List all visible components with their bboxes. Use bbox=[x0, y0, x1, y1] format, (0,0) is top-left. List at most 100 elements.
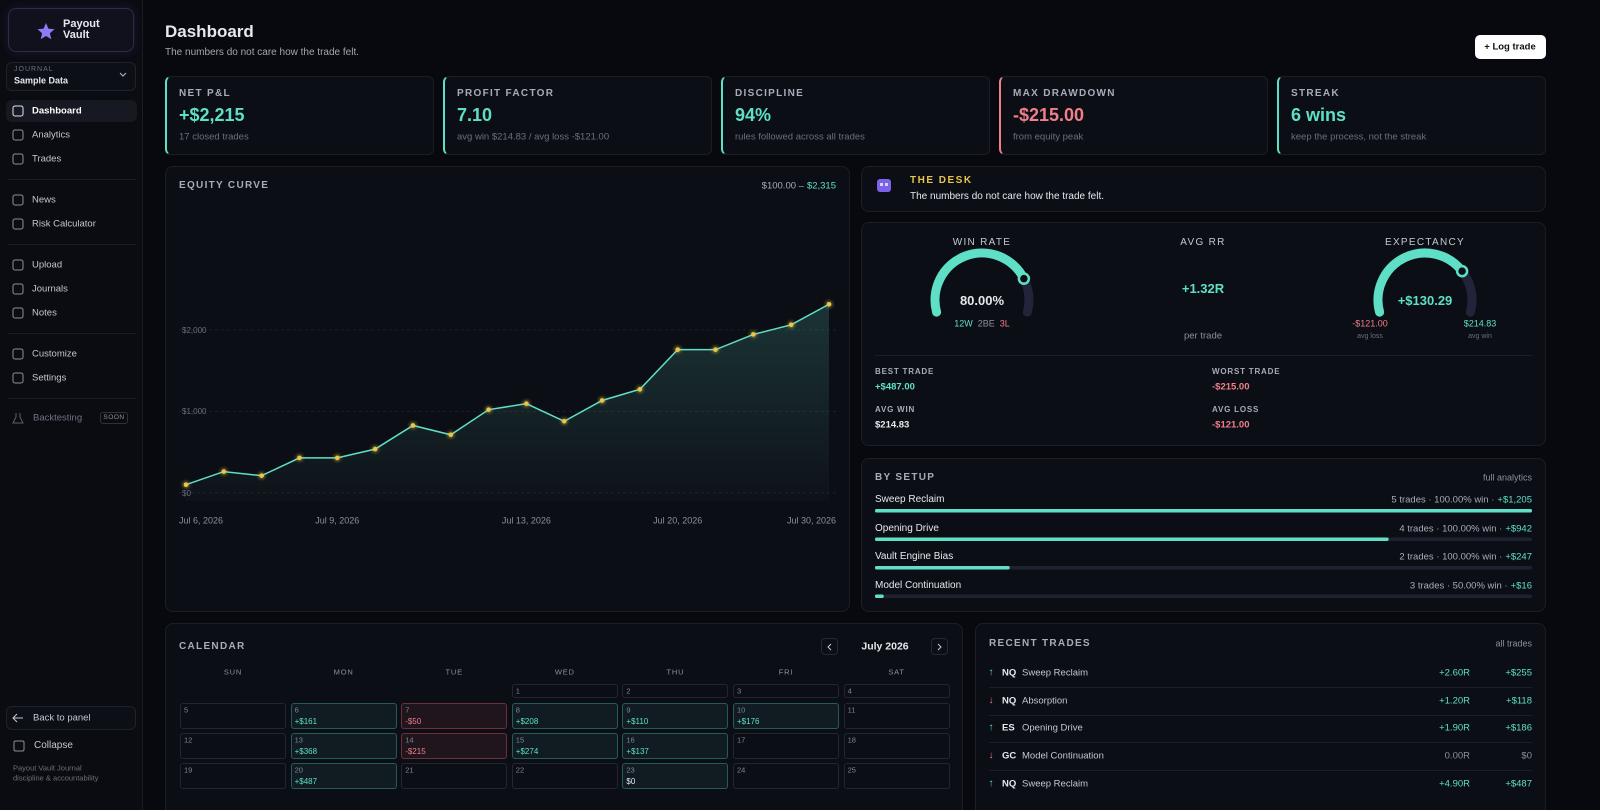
desk-panel bbox=[861, 166, 1546, 212]
recent-title: RECENT TRADES bbox=[989, 638, 1091, 649]
calendar-day[interactable] bbox=[290, 733, 397, 759]
journal-select[interactable] bbox=[6, 62, 136, 91]
trade-r: 0.00R bbox=[1444, 750, 1470, 762]
calendar-day[interactable] bbox=[733, 733, 839, 759]
calendar-day[interactable] bbox=[733, 703, 839, 729]
flask-icon bbox=[12, 413, 24, 424]
day-number: 21 bbox=[405, 765, 414, 775]
stat-value: -$215.00 bbox=[1013, 105, 1085, 126]
day-pnl: +$176 bbox=[737, 717, 760, 727]
back-button[interactable] bbox=[6, 706, 136, 730]
calendar-day[interactable] bbox=[843, 684, 950, 698]
next-chevron bbox=[937, 643, 942, 651]
calendar-day[interactable] bbox=[843, 733, 950, 759]
nav-icon bbox=[12, 129, 24, 141]
day-number: 7 bbox=[405, 705, 410, 715]
day-number: 25 bbox=[847, 765, 856, 775]
log-trade-button[interactable] bbox=[1475, 35, 1546, 59]
calendar-day[interactable] bbox=[511, 733, 618, 759]
calendar-day[interactable] bbox=[401, 763, 508, 789]
calendar-day[interactable] bbox=[511, 684, 618, 698]
trade-symbol: NQ bbox=[1002, 778, 1017, 790]
equity-dot bbox=[486, 407, 491, 412]
calendar-day[interactable] bbox=[290, 703, 397, 729]
day-pnl: $0 bbox=[626, 777, 636, 787]
calendar-day[interactable] bbox=[843, 763, 950, 789]
day-number: 15 bbox=[515, 735, 525, 745]
day-number: 16 bbox=[626, 735, 635, 745]
sidebar bbox=[0, 0, 143, 810]
calendar-day[interactable] bbox=[733, 763, 839, 789]
gauge-title: AVG RR bbox=[1180, 237, 1226, 248]
recent-link[interactable]: all trades bbox=[1495, 638, 1532, 649]
day-number: 12 bbox=[184, 735, 193, 745]
expectancy-low-note: avg loss bbox=[1357, 332, 1383, 340]
setup-track bbox=[875, 594, 1532, 598]
setup-bar bbox=[875, 594, 884, 598]
nav-item: Upload bbox=[32, 259, 63, 271]
calendar-day[interactable] bbox=[622, 703, 729, 729]
extreme-label: WORST TRADE bbox=[1212, 367, 1281, 377]
trade-pnl: +$255 bbox=[1505, 667, 1532, 679]
equity-dot bbox=[297, 455, 302, 461]
stat-value: 7.10 bbox=[457, 105, 493, 126]
calendar-day[interactable] bbox=[622, 763, 729, 789]
calendar-day[interactable] bbox=[401, 733, 508, 759]
brand-box bbox=[8, 8, 134, 52]
equity-area bbox=[186, 304, 829, 501]
calendar-day[interactable] bbox=[180, 703, 286, 729]
stat-note: keep the process, not the streak bbox=[1291, 131, 1427, 143]
weekday-label: TUE bbox=[445, 667, 463, 677]
setup-bar bbox=[875, 566, 1010, 570]
calendar-day[interactable] bbox=[843, 703, 950, 729]
win-rate-record: 12W 2BE 3L bbox=[954, 319, 1010, 330]
nav-icon bbox=[12, 218, 24, 230]
equity-dot bbox=[221, 469, 227, 474]
day-number: 1 bbox=[515, 686, 520, 696]
calendar-day[interactable] bbox=[180, 763, 286, 789]
calendar-day[interactable] bbox=[622, 733, 729, 759]
trade-symbol: NQ bbox=[1002, 694, 1017, 706]
day-pnl: +$161 bbox=[294, 717, 318, 727]
calendar-day[interactable] bbox=[511, 763, 618, 789]
weekday-label: SAT bbox=[888, 667, 905, 677]
trade-direction: ↓ bbox=[988, 694, 994, 706]
journal-label: JOURNAL bbox=[14, 65, 54, 73]
calendar-day[interactable] bbox=[511, 703, 618, 729]
day-number: 24 bbox=[737, 765, 746, 775]
prev-month[interactable] bbox=[821, 638, 838, 655]
trade-setup: Model Continuation bbox=[1022, 750, 1104, 762]
next-month[interactable] bbox=[931, 638, 948, 655]
back-icon bbox=[12, 713, 23, 723]
setup-pnl: +$942 bbox=[1505, 522, 1532, 534]
calendar-day[interactable] bbox=[401, 703, 508, 729]
x-tick-label: Jul 30, 2026 bbox=[786, 515, 836, 526]
calendar-day[interactable] bbox=[622, 684, 729, 698]
trade-symbol: ES bbox=[1002, 722, 1015, 734]
calendar-day[interactable] bbox=[180, 733, 286, 759]
day-pnl: +$487 bbox=[294, 777, 318, 787]
nav-icon bbox=[12, 259, 24, 271]
equity-dot bbox=[751, 332, 756, 337]
weekday-label: WED bbox=[554, 667, 575, 677]
row-separator bbox=[989, 742, 1532, 744]
nav-item: Trades bbox=[32, 153, 62, 165]
expectancy-high-note: avg win bbox=[1468, 332, 1492, 340]
stat-note: 17 closed trades bbox=[179, 131, 249, 143]
collapse-label[interactable]: Collapse bbox=[34, 740, 73, 751]
desk-icon bbox=[877, 179, 891, 192]
setup-stats: 5 trades · 100.00% win · +$1,205 bbox=[1391, 494, 1532, 505]
log-trade-label[interactable]: + Log trade bbox=[1484, 41, 1536, 53]
day-number: 18 bbox=[847, 735, 856, 745]
gauge-title: EXPECTANCY bbox=[1384, 237, 1466, 248]
footer-line: discipline & accountability bbox=[13, 773, 99, 783]
nav-separator bbox=[8, 244, 136, 245]
setup-link[interactable]: full analytics bbox=[1482, 472, 1532, 483]
extreme-label: BEST TRADE bbox=[875, 367, 935, 377]
extreme-value: +$487.00 bbox=[875, 381, 915, 393]
back-label: Back to panel bbox=[33, 712, 91, 724]
equity-dot bbox=[410, 423, 416, 428]
calendar-day[interactable] bbox=[733, 684, 839, 698]
calendar-day[interactable] bbox=[290, 763, 397, 789]
